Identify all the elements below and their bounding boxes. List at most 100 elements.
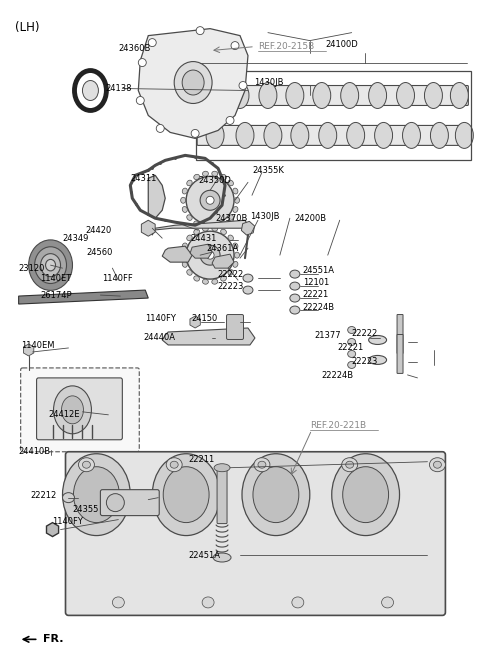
- Ellipse shape: [403, 123, 420, 148]
- Ellipse shape: [374, 123, 393, 148]
- Ellipse shape: [221, 221, 227, 226]
- Ellipse shape: [259, 82, 277, 109]
- Ellipse shape: [433, 461, 442, 468]
- Ellipse shape: [194, 276, 200, 281]
- Text: REF.20-215B: REF.20-215B: [258, 42, 314, 51]
- Ellipse shape: [200, 190, 220, 210]
- FancyBboxPatch shape: [65, 451, 445, 616]
- Ellipse shape: [228, 270, 233, 275]
- Ellipse shape: [228, 235, 233, 241]
- Text: 24360B: 24360B: [119, 44, 151, 53]
- Ellipse shape: [170, 461, 178, 468]
- Ellipse shape: [221, 229, 227, 235]
- Ellipse shape: [233, 262, 238, 268]
- Text: 24410B: 24410B: [19, 447, 51, 456]
- Ellipse shape: [264, 123, 282, 148]
- Ellipse shape: [202, 597, 214, 608]
- Ellipse shape: [196, 26, 204, 35]
- Ellipse shape: [203, 226, 208, 231]
- Ellipse shape: [62, 454, 130, 536]
- Ellipse shape: [424, 82, 443, 109]
- Ellipse shape: [290, 306, 300, 314]
- Ellipse shape: [163, 467, 209, 523]
- Ellipse shape: [187, 215, 192, 220]
- Ellipse shape: [61, 396, 84, 424]
- Ellipse shape: [319, 123, 336, 148]
- Text: 22222: 22222: [352, 330, 378, 339]
- Ellipse shape: [212, 226, 218, 231]
- Text: 21377: 21377: [315, 331, 341, 341]
- Ellipse shape: [212, 171, 218, 176]
- Text: 22224B: 22224B: [303, 302, 335, 312]
- Text: 22223: 22223: [217, 281, 243, 291]
- Ellipse shape: [236, 123, 254, 148]
- Ellipse shape: [235, 197, 240, 203]
- Text: 24350D: 24350D: [198, 176, 231, 185]
- Ellipse shape: [348, 326, 356, 333]
- Text: 22211: 22211: [188, 455, 215, 464]
- Bar: [196, 71, 471, 160]
- Ellipse shape: [187, 180, 192, 186]
- Text: 22222: 22222: [217, 270, 243, 279]
- Ellipse shape: [292, 597, 304, 608]
- Ellipse shape: [206, 251, 214, 259]
- Ellipse shape: [290, 282, 300, 290]
- Polygon shape: [138, 28, 248, 138]
- Ellipse shape: [342, 458, 358, 472]
- Ellipse shape: [136, 96, 144, 105]
- Ellipse shape: [258, 461, 266, 468]
- Ellipse shape: [332, 454, 399, 536]
- Text: 22223: 22223: [352, 357, 378, 366]
- Ellipse shape: [450, 82, 468, 109]
- Ellipse shape: [174, 61, 212, 103]
- Ellipse shape: [78, 458, 95, 472]
- Ellipse shape: [166, 458, 182, 472]
- Ellipse shape: [348, 351, 356, 357]
- Polygon shape: [152, 220, 248, 235]
- Polygon shape: [162, 246, 192, 262]
- Polygon shape: [162, 328, 255, 345]
- FancyBboxPatch shape: [197, 86, 468, 105]
- Ellipse shape: [430, 458, 445, 472]
- Ellipse shape: [186, 231, 234, 279]
- Text: 24431: 24431: [190, 234, 216, 243]
- Text: 22451A: 22451A: [188, 551, 220, 560]
- Text: 23120: 23120: [19, 264, 45, 273]
- Ellipse shape: [221, 276, 227, 281]
- Text: 1430JB: 1430JB: [250, 212, 279, 221]
- Polygon shape: [212, 254, 234, 268]
- Ellipse shape: [226, 117, 234, 125]
- Ellipse shape: [243, 274, 253, 282]
- Text: 22224B: 22224B: [322, 372, 354, 380]
- Text: 1140ET: 1140ET: [41, 273, 72, 283]
- Ellipse shape: [201, 82, 219, 109]
- FancyBboxPatch shape: [197, 125, 468, 146]
- Text: 12101: 12101: [303, 277, 329, 287]
- Ellipse shape: [54, 386, 91, 434]
- Text: 24560: 24560: [86, 248, 113, 256]
- Text: 24551A: 24551A: [303, 266, 335, 275]
- Ellipse shape: [369, 335, 386, 345]
- Ellipse shape: [290, 270, 300, 278]
- Ellipse shape: [242, 454, 310, 536]
- Text: 24311: 24311: [130, 174, 156, 183]
- Text: REF.20-221B: REF.20-221B: [310, 421, 366, 430]
- FancyBboxPatch shape: [397, 335, 403, 374]
- Ellipse shape: [191, 129, 199, 138]
- Ellipse shape: [83, 80, 98, 100]
- Ellipse shape: [456, 123, 473, 148]
- Ellipse shape: [346, 461, 354, 468]
- Ellipse shape: [347, 123, 365, 148]
- Ellipse shape: [187, 270, 192, 275]
- FancyBboxPatch shape: [397, 314, 403, 353]
- Ellipse shape: [231, 82, 249, 109]
- Ellipse shape: [239, 82, 247, 90]
- Text: 24200B: 24200B: [295, 214, 327, 223]
- Ellipse shape: [194, 175, 200, 179]
- Ellipse shape: [230, 317, 240, 327]
- Text: 24440A: 24440A: [144, 333, 175, 343]
- Polygon shape: [148, 175, 165, 218]
- FancyBboxPatch shape: [36, 378, 122, 440]
- Ellipse shape: [431, 123, 448, 148]
- Text: 1140FY: 1140FY: [145, 314, 176, 322]
